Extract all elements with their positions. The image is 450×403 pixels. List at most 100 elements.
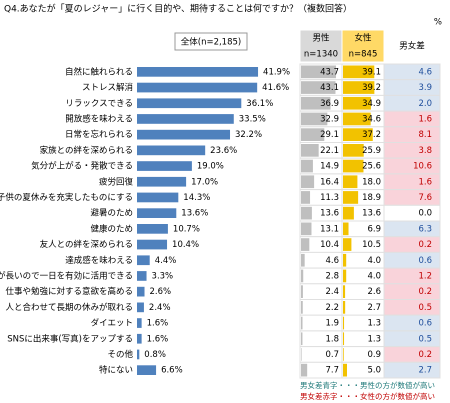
category-label: 健康のため	[90, 223, 133, 234]
cell-bar	[343, 363, 347, 377]
diff-cell	[383, 361, 441, 379]
cell-value: 18.9	[362, 193, 381, 203]
value-label: 41.6%	[262, 83, 289, 93]
category-label: 開放感を味わえる	[65, 113, 133, 124]
value-label: 4.4%	[155, 256, 177, 266]
cell-bar	[301, 81, 336, 94]
category-label: 子供の夏休みを充実したものにする	[0, 192, 133, 203]
cell-bar	[301, 96, 331, 110]
diff-value: 0.2	[418, 287, 432, 297]
category-label: 日常を忘れられる	[65, 129, 133, 140]
cell-value: 4.0	[367, 256, 381, 266]
category-label: 自然に触れられる	[65, 66, 133, 77]
cell-bar	[343, 285, 346, 298]
cell-value: 39.1	[362, 67, 381, 77]
diff-value: 2.7	[418, 366, 432, 376]
bar	[137, 239, 168, 250]
diff-value: 3.8	[418, 146, 432, 156]
cell-bar	[301, 316, 303, 330]
column-n: n=845	[349, 50, 378, 60]
cell-bar	[343, 128, 373, 141]
cell-bar	[301, 112, 328, 126]
cell-value: 18.0	[362, 177, 381, 187]
category-label: ストレス解消	[82, 82, 133, 93]
cell-value: 37.2	[362, 130, 381, 140]
diff-value: 1.6	[418, 114, 432, 124]
cell-bar	[301, 159, 313, 173]
value-label: 2.6%	[150, 287, 172, 297]
cell-bar	[343, 348, 344, 361]
note: 男女差青字・・・男性の方が数値が高い	[300, 380, 435, 390]
cell-value: 32.9	[320, 114, 339, 124]
cell-value: 14.9	[320, 162, 339, 172]
cell-bar	[301, 144, 319, 157]
value-label: 10.7%	[173, 224, 200, 234]
diff-value: 0.6	[418, 256, 432, 266]
cell-bar	[301, 206, 312, 220]
bar	[137, 129, 231, 140]
value-label: 10.4%	[172, 240, 199, 250]
cell-value: 25.6	[362, 162, 381, 172]
value-label: 19.0%	[197, 162, 224, 172]
bar	[137, 349, 140, 360]
cell-value: 1.3	[367, 319, 381, 329]
cell-value: 34.9	[362, 99, 381, 109]
cell-bar	[301, 65, 336, 79]
cell-value: 4.0	[367, 271, 381, 281]
cell-value: 43.7	[320, 67, 339, 77]
cell-bar	[343, 96, 371, 110]
diff-value: 0.6	[418, 319, 432, 329]
bar	[137, 333, 142, 344]
category-label: リラックスできる	[65, 99, 133, 109]
cell-value: 29.1	[320, 130, 339, 140]
cell-bar	[301, 285, 303, 298]
category-label: 人と合わせて長期の休みが取れる	[5, 302, 133, 313]
bar	[137, 318, 142, 328]
cell-bar	[343, 269, 347, 283]
cell-value: 10.5	[362, 240, 381, 250]
diff-value: 1.2	[418, 271, 432, 281]
category-label: 達成感を味わえる	[65, 255, 133, 266]
cell-bar	[343, 238, 352, 251]
cell-value: 1.8	[325, 334, 339, 344]
value-label: 13.6%	[181, 209, 208, 219]
cell-bar	[301, 128, 325, 141]
diff-value: 0.0	[418, 209, 432, 219]
cell-value: 2.4	[325, 287, 339, 297]
category-label: SNSに出来事(写真)をアップする	[7, 333, 133, 344]
bar	[137, 286, 145, 297]
cell-value: 10.4	[320, 240, 339, 250]
value-label: 6.6%	[161, 366, 183, 376]
cell-bar	[301, 222, 312, 236]
cell-bar	[301, 238, 310, 251]
cell-bar	[301, 332, 303, 346]
cell-value: 7.7	[325, 366, 339, 376]
category-label: 疲労回復	[99, 176, 134, 187]
cell-value: 2.6	[367, 287, 381, 297]
cell-value: 13.1	[320, 224, 339, 234]
bar	[137, 98, 242, 109]
column-header: 男女差	[399, 41, 425, 52]
value-label: 41.9%	[263, 67, 290, 77]
diff-value: 4.6	[418, 67, 432, 77]
cell-bar	[301, 253, 305, 267]
category-label: ダイエット	[91, 318, 133, 329]
category-label: 避暑のため	[90, 208, 133, 219]
cell-bar	[343, 316, 345, 330]
cell-value: 1.9	[325, 319, 339, 329]
diff-value: 0.2	[418, 240, 432, 250]
value-label: 0.8%	[144, 350, 166, 360]
cell-value: 11.3	[320, 193, 339, 203]
cell-bar	[343, 191, 359, 204]
cell-value: 34.6	[362, 114, 381, 124]
diff-value: 3.9	[418, 83, 432, 93]
cell-bar	[343, 81, 375, 94]
cell-value: 2.7	[367, 303, 381, 313]
cell-value: 6.9	[367, 224, 381, 234]
value-label: 17.0%	[191, 177, 218, 187]
cell-bar	[301, 175, 315, 189]
diff-value: 10.6	[413, 162, 432, 172]
cell-value: 0.9	[367, 350, 381, 360]
cell-bar	[301, 348, 302, 361]
category-label: 気分が上がる・発散できる	[31, 161, 133, 172]
